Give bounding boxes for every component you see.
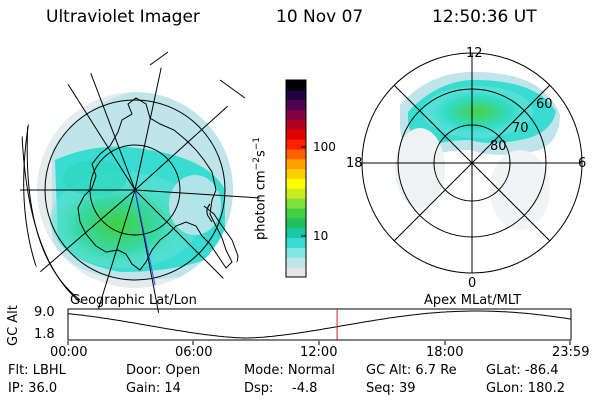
right-panel-caption: Apex MLat/MLT: [424, 293, 522, 308]
colorbar-swatch: [286, 208, 306, 219]
left-panel-caption: Geographic Lat/Lon: [70, 293, 197, 308]
colorbar-swatch: [286, 148, 306, 160]
colorbar-swatch: [286, 80, 306, 91]
status-filter: Flt: LBHL: [8, 363, 66, 378]
status-gc-alt: GC Alt: 6.7 Re: [366, 363, 457, 378]
colorbar-swatch: [286, 227, 306, 239]
status-door: Door: Open: [126, 363, 201, 378]
mlat-label-70: 70: [512, 121, 529, 136]
mlat-label-60: 60: [536, 97, 553, 112]
mlt-label-12: 12: [466, 46, 483, 61]
mlt-label-0: 0: [468, 276, 477, 291]
colorbar-swatch: [286, 139, 306, 150]
date-label: 10 Nov 07: [276, 7, 364, 27]
colorbar-swatch: [286, 109, 306, 120]
colorbar-swatch: [286, 247, 306, 258]
instrument-title: Ultraviolet Imager: [46, 7, 200, 27]
colorbar-swatch: [286, 158, 306, 170]
colorbar-tick-100: 100: [313, 140, 336, 154]
status-seq: Seq: 39: [366, 381, 416, 396]
color-bar: [285, 79, 307, 278]
colorbar-swatch: [286, 257, 306, 268]
time-tick-0000: 00:00: [50, 345, 88, 360]
colorbar-swatch: [286, 198, 306, 209]
geographic-map: [10, 51, 260, 315]
time-tick-0600: 06:00: [175, 345, 213, 360]
time-tick-2359: 23:59: [552, 345, 590, 360]
status-glon: GLon: 180.2: [486, 381, 566, 396]
colorbar-swatch: [286, 99, 306, 111]
time-label: 12:50:36 UT: [432, 7, 537, 27]
altitude-tick-bottom: 1.8: [34, 327, 55, 342]
time-tick-1200: 12:00: [300, 345, 338, 360]
mlt-label-6: 6: [578, 156, 587, 171]
status-glat: GLat: -86.4: [486, 363, 559, 378]
colorbar-tick-10: 10: [313, 229, 329, 243]
status-dsp-value: -4.8: [292, 381, 318, 396]
status-ip: IP: 36.0: [8, 381, 58, 396]
status-gain: Gain: 14: [126, 381, 181, 396]
status-dsp-label: Dsp:: [244, 381, 274, 396]
colorbar-swatch: [286, 217, 306, 229]
colorbar-swatch: [286, 237, 306, 248]
mlat-label-80: 80: [490, 139, 507, 154]
mlt-label-18: 18: [346, 156, 363, 171]
colorbar-swatch: [286, 89, 306, 101]
colorbar-swatch: [286, 168, 306, 179]
coastline: [77, 97, 233, 271]
colorbar-swatch: [286, 178, 306, 189]
colorbar-swatch: [286, 267, 306, 278]
time-tick-1800: 18:00: [426, 345, 464, 360]
status-mode: Mode: Normal: [244, 363, 335, 378]
colorbar-swatch: [286, 119, 306, 130]
altitude-plot: [67, 308, 572, 345]
altitude-tick-top: 9.0: [34, 305, 55, 320]
colorbar-swatch: [286, 129, 306, 140]
colorbar-unit-label: photon cm−2s−1: [252, 136, 269, 240]
magnetic-polar-plot: [361, 52, 583, 274]
altitude-axis-label: GC Alt: [6, 305, 21, 346]
colorbar-swatch: [286, 188, 306, 199]
